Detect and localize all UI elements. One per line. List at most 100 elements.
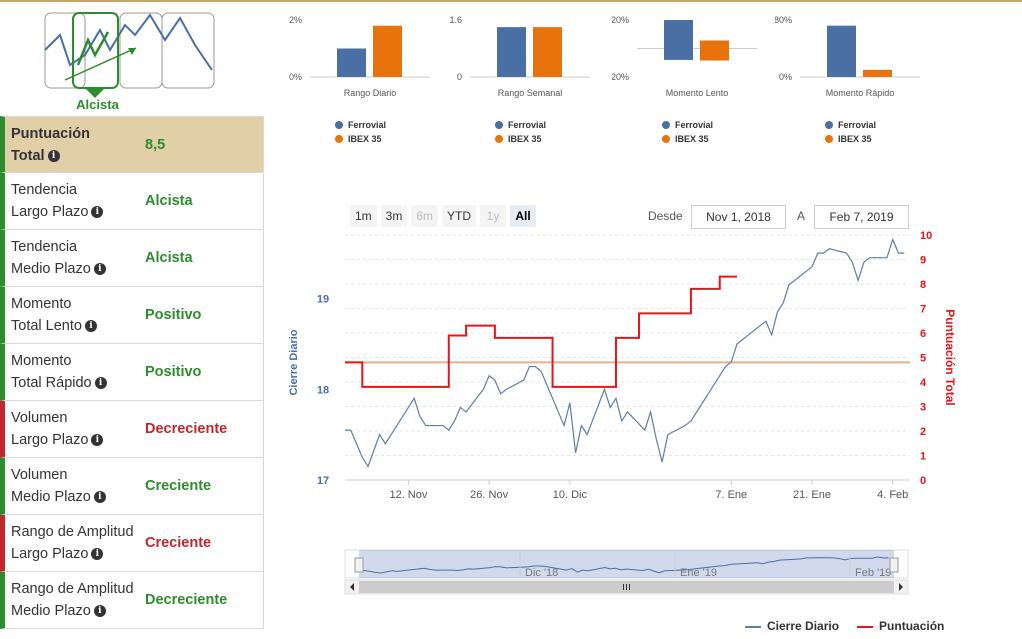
right-axis-tick: 1 [920, 451, 926, 463]
score-value: Decreciente [145, 592, 228, 608]
info-icon[interactable]: i [47, 149, 60, 162]
scroll-left-arrow-icon[interactable] [350, 583, 354, 591]
range-button-ytd[interactable]: YTD [442, 205, 477, 227]
mini-legend: Ferrovial IBEX 35 [495, 118, 546, 146]
price-series-line[interactable] [345, 237, 905, 468]
score-name: Tendencia Medio Plazo i [5, 236, 145, 280]
bar-ferrovial[interactable] [337, 48, 366, 78]
score-name-line2: Largo Plazo [11, 432, 89, 448]
range-button-3m[interactable]: 3m [380, 205, 408, 227]
score-name-line2: Medio Plazo [11, 261, 91, 277]
score-row: Volumen Medio Plazo i Creciente [0, 458, 264, 515]
legend-ferrovial-label: Ferrovial [348, 120, 387, 130]
info-icon[interactable]: i [91, 206, 104, 219]
right-axis-title: Puntuación Total [943, 309, 957, 405]
navigator-handle-left[interactable] [354, 557, 364, 573]
info-icon[interactable]: i [91, 548, 104, 561]
legend-item-price[interactable]: Cierre Diario [745, 619, 839, 633]
right-axis-tick: 6 [920, 328, 926, 340]
score-name-line2: Medio Plazo [11, 489, 91, 505]
legend-item-ferrovial[interactable]: Ferrovial [662, 118, 713, 132]
trend-label: Alcista [76, 97, 119, 112]
navigator-selection[interactable] [359, 550, 894, 578]
x-axis-tick: 26. Nov [470, 489, 508, 501]
trend-stages-icon [44, 12, 215, 98]
left-axis-tick: 18 [317, 384, 329, 396]
mini-chart: 2% 0% Rango Diario Ferrovial IBEX 35 [285, 10, 435, 150]
score-name-line2: Largo Plazo [11, 204, 89, 220]
mini-chart-title: Rango Diario [344, 88, 397, 98]
info-icon[interactable]: i [91, 434, 104, 447]
score-name: Puntuación Total i [5, 123, 145, 167]
range-button-all[interactable]: All [510, 205, 537, 227]
score-value: 8,5 [145, 136, 166, 153]
x-axis-tick: 10. Dic [553, 489, 588, 501]
score-name: Rango de Amplitud Medio Plazo i [5, 578, 145, 622]
right-axis-tick: 4 [920, 377, 927, 389]
range-button-1m[interactable]: 1m [350, 205, 377, 227]
mini-chart-svg: 80% 0% Momento Rápido [775, 15, 920, 98]
from-date-input[interactable]: Nov 1, 2018 [691, 205, 786, 229]
navigator-background [344, 549, 909, 579]
left-axis-tick: 17 [317, 475, 329, 487]
bar-ferrovial[interactable] [827, 25, 856, 77]
legend-item-ibex[interactable]: IBEX 35 [662, 132, 713, 146]
legend-item-ferrovial[interactable]: Ferrovial [495, 118, 546, 132]
info-icon[interactable]: i [94, 377, 107, 390]
range-selector: 1m 3m 6m YTD 1y All [350, 205, 537, 227]
score-name: Momento Total Rápido i [5, 350, 145, 394]
mini-ymin-label: 0 [457, 72, 462, 82]
bar-ibex[interactable] [700, 40, 729, 61]
mini-legend: Ferrovial IBEX 35 [825, 118, 876, 146]
x-axis-tick: 4. Feb [877, 489, 908, 501]
score-value: Creciente [145, 478, 212, 494]
score-name-line1: Puntuación [11, 125, 90, 142]
legend-ibex-label: IBEX 35 [508, 134, 542, 144]
score-name: Momento Total Lento i [5, 293, 145, 337]
legend-ibex-label: IBEX 35 [675, 134, 709, 144]
mini-ymin-label: 0% [289, 72, 302, 82]
right-axis-tick: 3 [920, 402, 926, 414]
legend-item-ibex[interactable]: IBEX 35 [495, 132, 546, 146]
legend-item-score[interactable]: Puntuación [857, 619, 944, 633]
to-date-input[interactable]: Feb 7, 2019 [814, 205, 909, 229]
legend-item-ibex[interactable]: IBEX 35 [825, 132, 876, 146]
score-series-line[interactable] [345, 275, 738, 388]
bar-ibex[interactable] [373, 25, 402, 77]
score-row: Momento Total Rápido i Positivo [0, 344, 264, 401]
score-row: Tendencia Medio Plazo i Alcista [0, 230, 264, 287]
legend-item-ferrovial[interactable]: Ferrovial [825, 118, 876, 132]
scroll-right-arrow-icon[interactable] [899, 583, 903, 591]
score-row: Rango de Amplitud Largo Plazo i Creciente [0, 515, 264, 572]
bar-ibex[interactable] [533, 27, 562, 77]
score-name-line1: Volumen [11, 410, 68, 426]
legend-price-label: Cierre Diario [767, 619, 840, 633]
legend-ferrovial-label: Ferrovial [675, 120, 714, 130]
score-row-total: Puntuación Total i 8,5 [0, 116, 264, 173]
legend-item-ferrovial[interactable]: Ferrovial [335, 118, 386, 132]
info-icon[interactable]: i [93, 491, 106, 504]
legend-item-ibex[interactable]: IBEX 35 [335, 132, 386, 146]
score-name-line2: Total [11, 147, 45, 164]
right-axis-tick: 0 [920, 475, 926, 487]
bar-ibex[interactable] [863, 69, 892, 77]
info-icon[interactable]: i [93, 263, 106, 276]
top-divider [0, 0, 1022, 2]
mini-chart-svg: 2% 0% Rango Diario [289, 15, 430, 98]
score-name-line1: Momento [11, 353, 72, 369]
mini-chart-svg: 1.6 0 Rango Semanal [449, 15, 590, 98]
mini-chart-title: Rango Semanal [498, 88, 563, 98]
score-value: Alcista [145, 250, 193, 266]
bar-ferrovial[interactable] [664, 20, 693, 60]
navigator-series [359, 556, 889, 574]
right-axis-tick: 10 [920, 230, 932, 242]
score-value: Alcista [145, 193, 193, 209]
score-name-line2: Total Lento [11, 318, 82, 334]
info-icon[interactable]: i [84, 320, 97, 333]
info-icon[interactable]: i [93, 605, 106, 618]
score-name-line1: Rango de Amplitud [11, 581, 134, 597]
score-name-line2: Total Rápido [11, 375, 92, 391]
navigator-handle-right[interactable] [889, 557, 899, 573]
bar-ferrovial[interactable] [497, 27, 526, 77]
score-name-line1: Tendencia [11, 182, 78, 198]
